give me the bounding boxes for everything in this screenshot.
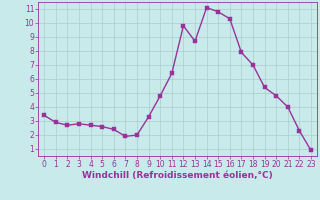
X-axis label: Windchill (Refroidissement éolien,°C): Windchill (Refroidissement éolien,°C) [82,171,273,180]
